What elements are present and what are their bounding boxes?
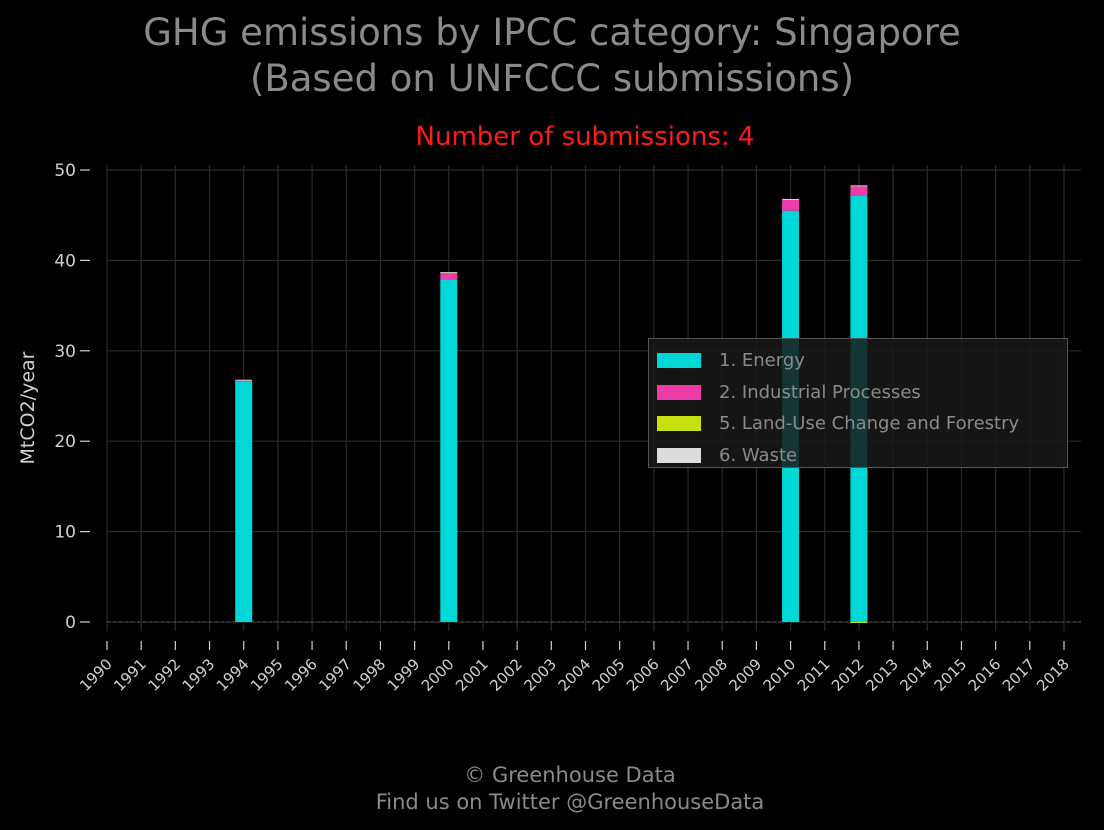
title-line-1: GHG emissions by IPCC category: Singapor…: [143, 11, 961, 54]
x-tick-label: 1990: [76, 655, 116, 695]
legend-swatch: [657, 416, 701, 432]
x-tick-label: 1997: [315, 655, 355, 695]
x-tick-label: 2018: [1033, 655, 1073, 695]
y-tick-label: 50: [54, 161, 76, 181]
x-tick-label: 1998: [350, 655, 390, 695]
bar-segment: [440, 273, 458, 280]
x-tick-label: 1992: [144, 655, 184, 695]
credit: © Greenhouse Data Find us on Twitter @Gr…: [0, 762, 1104, 816]
x-tick-label: 2004: [555, 655, 595, 695]
x-tick-label: 2005: [589, 655, 629, 695]
bar-segment: [440, 279, 458, 622]
title-line-2: (Based on UNFCCC submissions): [249, 57, 855, 100]
x-tick-label: 2002: [486, 655, 526, 695]
x-tick-label: 2009: [725, 655, 765, 695]
legend-item: 5. Land-Use Change and Forestry: [657, 408, 1059, 440]
x-tick-label: 1994: [213, 655, 253, 695]
bar-segment: [850, 185, 868, 187]
credit-line-1: © Greenhouse Data: [464, 763, 676, 787]
x-tick-label: 2017: [999, 655, 1039, 695]
bar-segment: [235, 381, 253, 622]
bar-segment: [850, 186, 868, 196]
y-tick-label: 30: [54, 342, 76, 362]
legend-item: 1. Energy: [657, 345, 1059, 377]
legend-item: 6. Waste: [657, 440, 1059, 472]
y-tick-label: 40: [54, 251, 76, 271]
bar-segment: [782, 198, 800, 200]
x-tick-label: 2008: [691, 655, 731, 695]
x-tick-label: 2015: [931, 655, 971, 695]
legend-item: 2. Industrial Processes: [657, 377, 1059, 409]
x-tick-label: 1991: [110, 655, 150, 695]
credit-line-2: Find us on Twitter @GreenhouseData: [375, 790, 765, 814]
x-tick-label: 2012: [828, 655, 868, 695]
bar-segment: [782, 199, 800, 211]
legend-label: 5. Land-Use Change and Forestry: [719, 413, 1020, 435]
y-tick-label: 20: [54, 432, 76, 452]
legend-label: 1. Energy: [719, 350, 805, 372]
x-tick-label: 2014: [896, 655, 936, 695]
x-tick-label: 1995: [247, 655, 287, 695]
y-tick-label: 10: [54, 523, 76, 543]
legend-swatch: [657, 353, 701, 369]
x-tick-label: 1999: [384, 655, 424, 695]
bar-segment: [235, 380, 253, 382]
legend-swatch: [657, 384, 701, 400]
y-axis-label: MtCO2/year: [17, 351, 39, 464]
legend-label: 2. Industrial Processes: [719, 381, 921, 403]
bar-segment: [235, 379, 253, 381]
chart-title: GHG emissions by IPCC category: Singapor…: [0, 10, 1104, 102]
x-tick-label: 2011: [794, 655, 834, 695]
bar-chart: 01020304050MtCO2/year1990199119921993199…: [17, 161, 1081, 695]
bar-segment: [440, 272, 458, 274]
x-tick-label: 2007: [657, 655, 697, 695]
x-tick-label: 1996: [281, 655, 321, 695]
legend: 1. Energy 2. Industrial Processes 5. Land-…: [648, 338, 1068, 468]
x-tick-label: 2016: [965, 655, 1005, 695]
x-tick-label: 1993: [179, 655, 219, 695]
bar-segment: [850, 622, 868, 623]
x-tick-label: 2000: [418, 655, 458, 695]
x-tick-label: 2013: [862, 655, 902, 695]
chart-subtitle: Number of submissions: 4: [415, 122, 755, 152]
x-tick-label: 2001: [452, 655, 492, 695]
y-tick-label: 0: [65, 613, 76, 633]
x-tick-label: 2010: [760, 655, 800, 695]
legend-label: 6. Waste: [719, 444, 798, 466]
x-tick-label: 2006: [623, 655, 663, 695]
x-tick-label: 2003: [520, 655, 560, 695]
legend-swatch: [657, 447, 701, 463]
